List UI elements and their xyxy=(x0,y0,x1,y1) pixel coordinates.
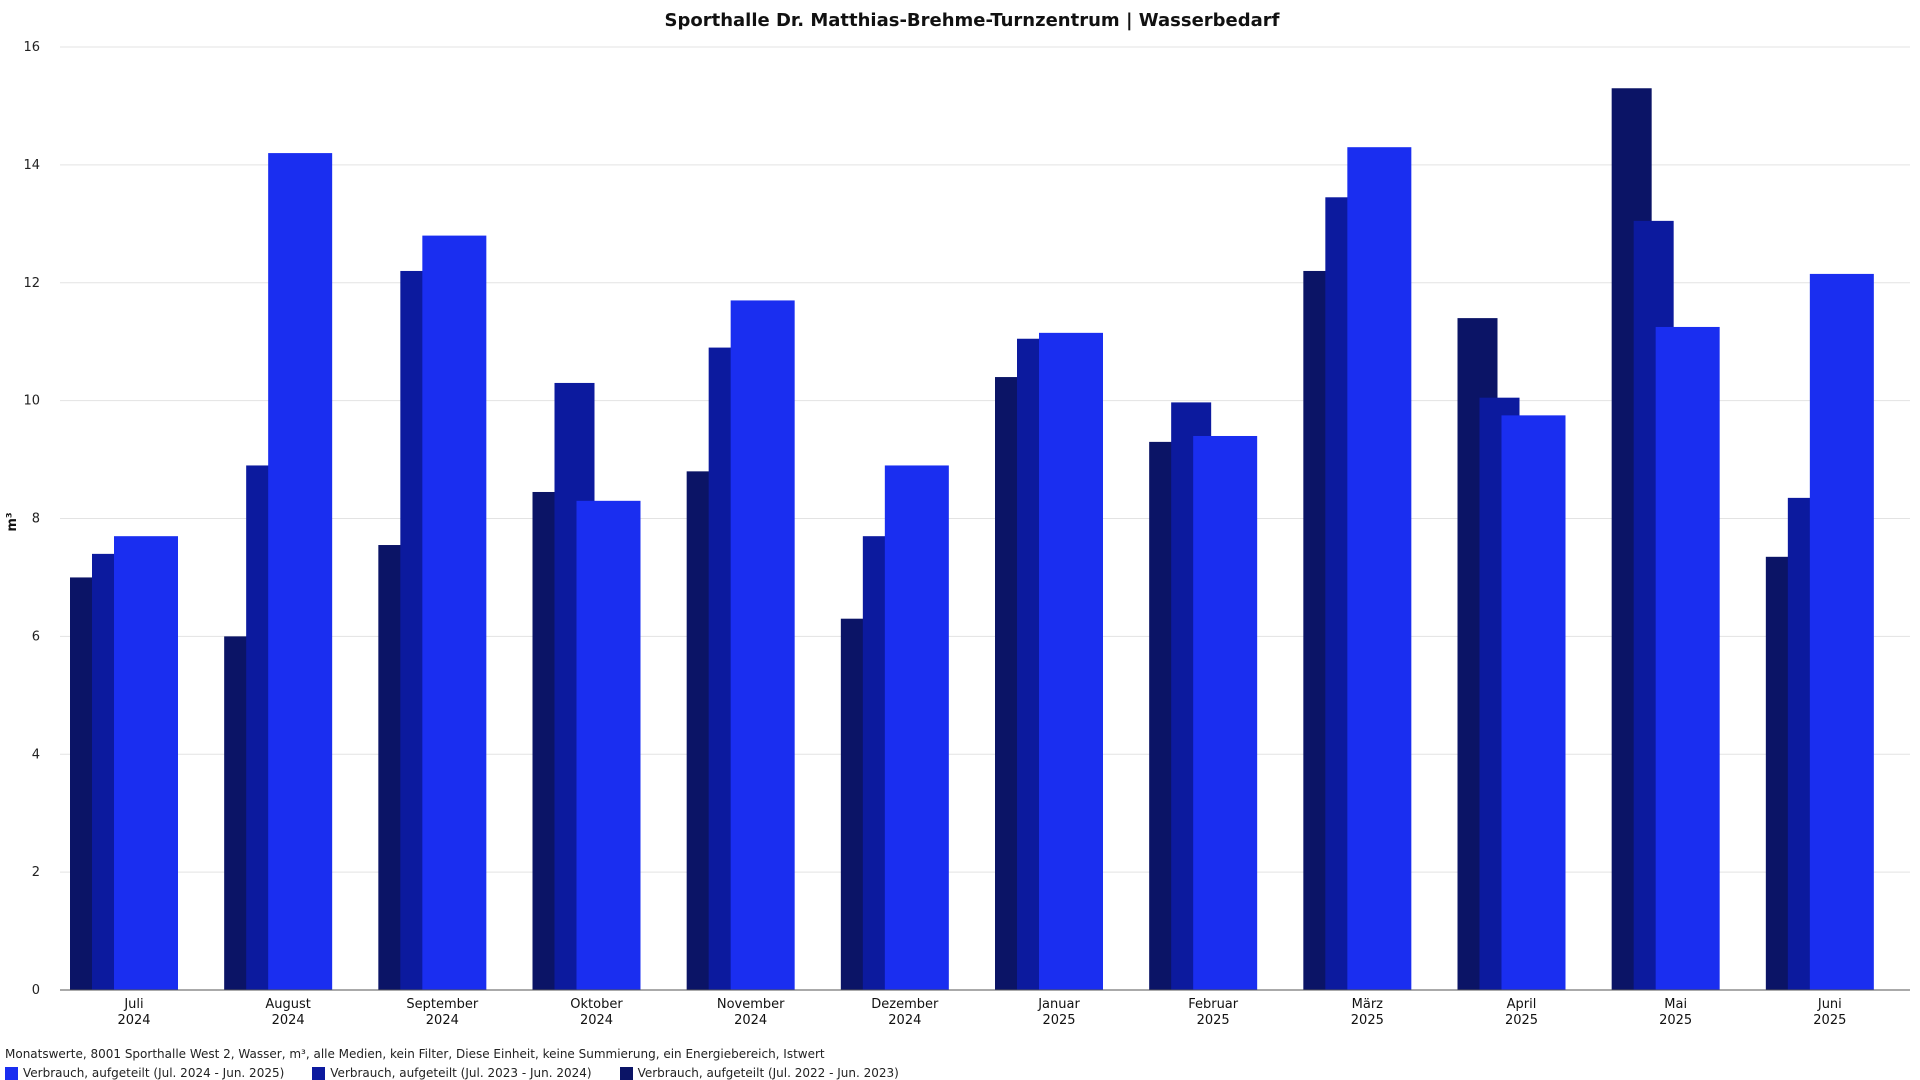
chart-footnote: Monatswerte, 8001 Sporthalle West 2, Was… xyxy=(5,1047,825,1061)
y-axis-ticks: 0 2 4 6 8 10 12 14 16 xyxy=(23,40,40,998)
y-tick-label: 4 xyxy=(32,747,40,762)
x-tick-month: April xyxy=(1507,997,1537,1012)
y-tick-label: 14 xyxy=(23,158,40,173)
legend: Verbrauch, aufgeteilt (Jul. 2024 - Jun. … xyxy=(5,1066,899,1080)
y-tick-label: 6 xyxy=(32,629,40,644)
x-tick-month: Januar xyxy=(1037,997,1080,1012)
legend-label: Verbrauch, aufgeteilt (Jul. 2022 - Jun. … xyxy=(637,1066,899,1080)
x-tick-year: 2025 xyxy=(1813,1013,1846,1028)
x-tick-month: Juli xyxy=(123,997,143,1012)
bar[interactable] xyxy=(576,500,641,990)
x-tick-month: August xyxy=(265,997,311,1012)
x-tick-month: Dezember xyxy=(871,997,939,1012)
x-tick-year: 2024 xyxy=(117,1013,150,1028)
legend-item[interactable]: Verbrauch, aufgeteilt (Jul. 2024 - Jun. … xyxy=(5,1066,284,1080)
x-tick-month: November xyxy=(717,997,785,1012)
bar[interactable] xyxy=(268,153,333,990)
x-tick-year: 2025 xyxy=(1042,1013,1075,1028)
legend-label: Verbrauch, aufgeteilt (Jul. 2024 - Jun. … xyxy=(23,1066,285,1080)
x-axis-ticks: Juli2024August2024September2024Oktober20… xyxy=(117,997,1846,1028)
legend-swatch xyxy=(619,1066,633,1080)
x-tick-year: 2024 xyxy=(734,1013,767,1028)
bar[interactable] xyxy=(1347,147,1412,991)
legend-swatch xyxy=(5,1066,18,1080)
x-tick-month: März xyxy=(1352,997,1384,1012)
x-tick-year: 2024 xyxy=(272,1013,305,1028)
y-tick-label: 10 xyxy=(23,394,40,409)
legend-swatch xyxy=(312,1066,326,1080)
bar[interactable] xyxy=(422,235,487,991)
x-tick-year: 2025 xyxy=(1659,1013,1692,1028)
y-tick-label: 2 xyxy=(32,865,40,880)
bar[interactable] xyxy=(1193,435,1258,990)
y-tick-label: 16 xyxy=(23,40,40,55)
y-tick-label: 0 xyxy=(32,983,40,998)
x-tick-year: 2025 xyxy=(1505,1013,1538,1028)
legend-label: Verbrauch, aufgeteilt (Jul. 2023 - Jun. … xyxy=(330,1066,592,1080)
y-tick-label: 8 xyxy=(32,512,40,527)
grid-lines xyxy=(60,46,1910,873)
x-tick-year: 2024 xyxy=(580,1013,613,1028)
x-tick-year: 2024 xyxy=(888,1013,921,1028)
bar[interactable] xyxy=(884,465,949,990)
bar[interactable] xyxy=(730,300,795,990)
bar[interactable] xyxy=(114,536,178,990)
x-tick-month: Oktober xyxy=(570,997,623,1012)
bar[interactable] xyxy=(1655,326,1720,990)
legend-item[interactable]: Verbrauch, aufgeteilt (Jul. 2022 - Jun. … xyxy=(619,1066,899,1080)
x-tick-year: 2025 xyxy=(1351,1013,1384,1028)
legend-item[interactable]: Verbrauch, aufgeteilt (Jul. 2023 - Jun. … xyxy=(312,1066,592,1080)
x-tick-year: 2024 xyxy=(426,1013,459,1028)
bar[interactable] xyxy=(1501,415,1566,990)
y-tick-label: 12 xyxy=(23,276,40,291)
bar[interactable] xyxy=(1039,332,1103,990)
x-tick-month: Februar xyxy=(1188,997,1239,1012)
x-tick-month: Mai xyxy=(1664,997,1687,1012)
bars xyxy=(70,88,1874,991)
x-tick-month: Juni xyxy=(1817,997,1842,1012)
chart-title: Sporthalle Dr. Matthias-Brehme-Turnzentr… xyxy=(665,10,1280,31)
x-tick-month: September xyxy=(406,997,479,1012)
y-axis-label: m³ xyxy=(5,512,20,531)
bar[interactable] xyxy=(1809,273,1874,990)
x-tick-year: 2025 xyxy=(1197,1013,1230,1028)
